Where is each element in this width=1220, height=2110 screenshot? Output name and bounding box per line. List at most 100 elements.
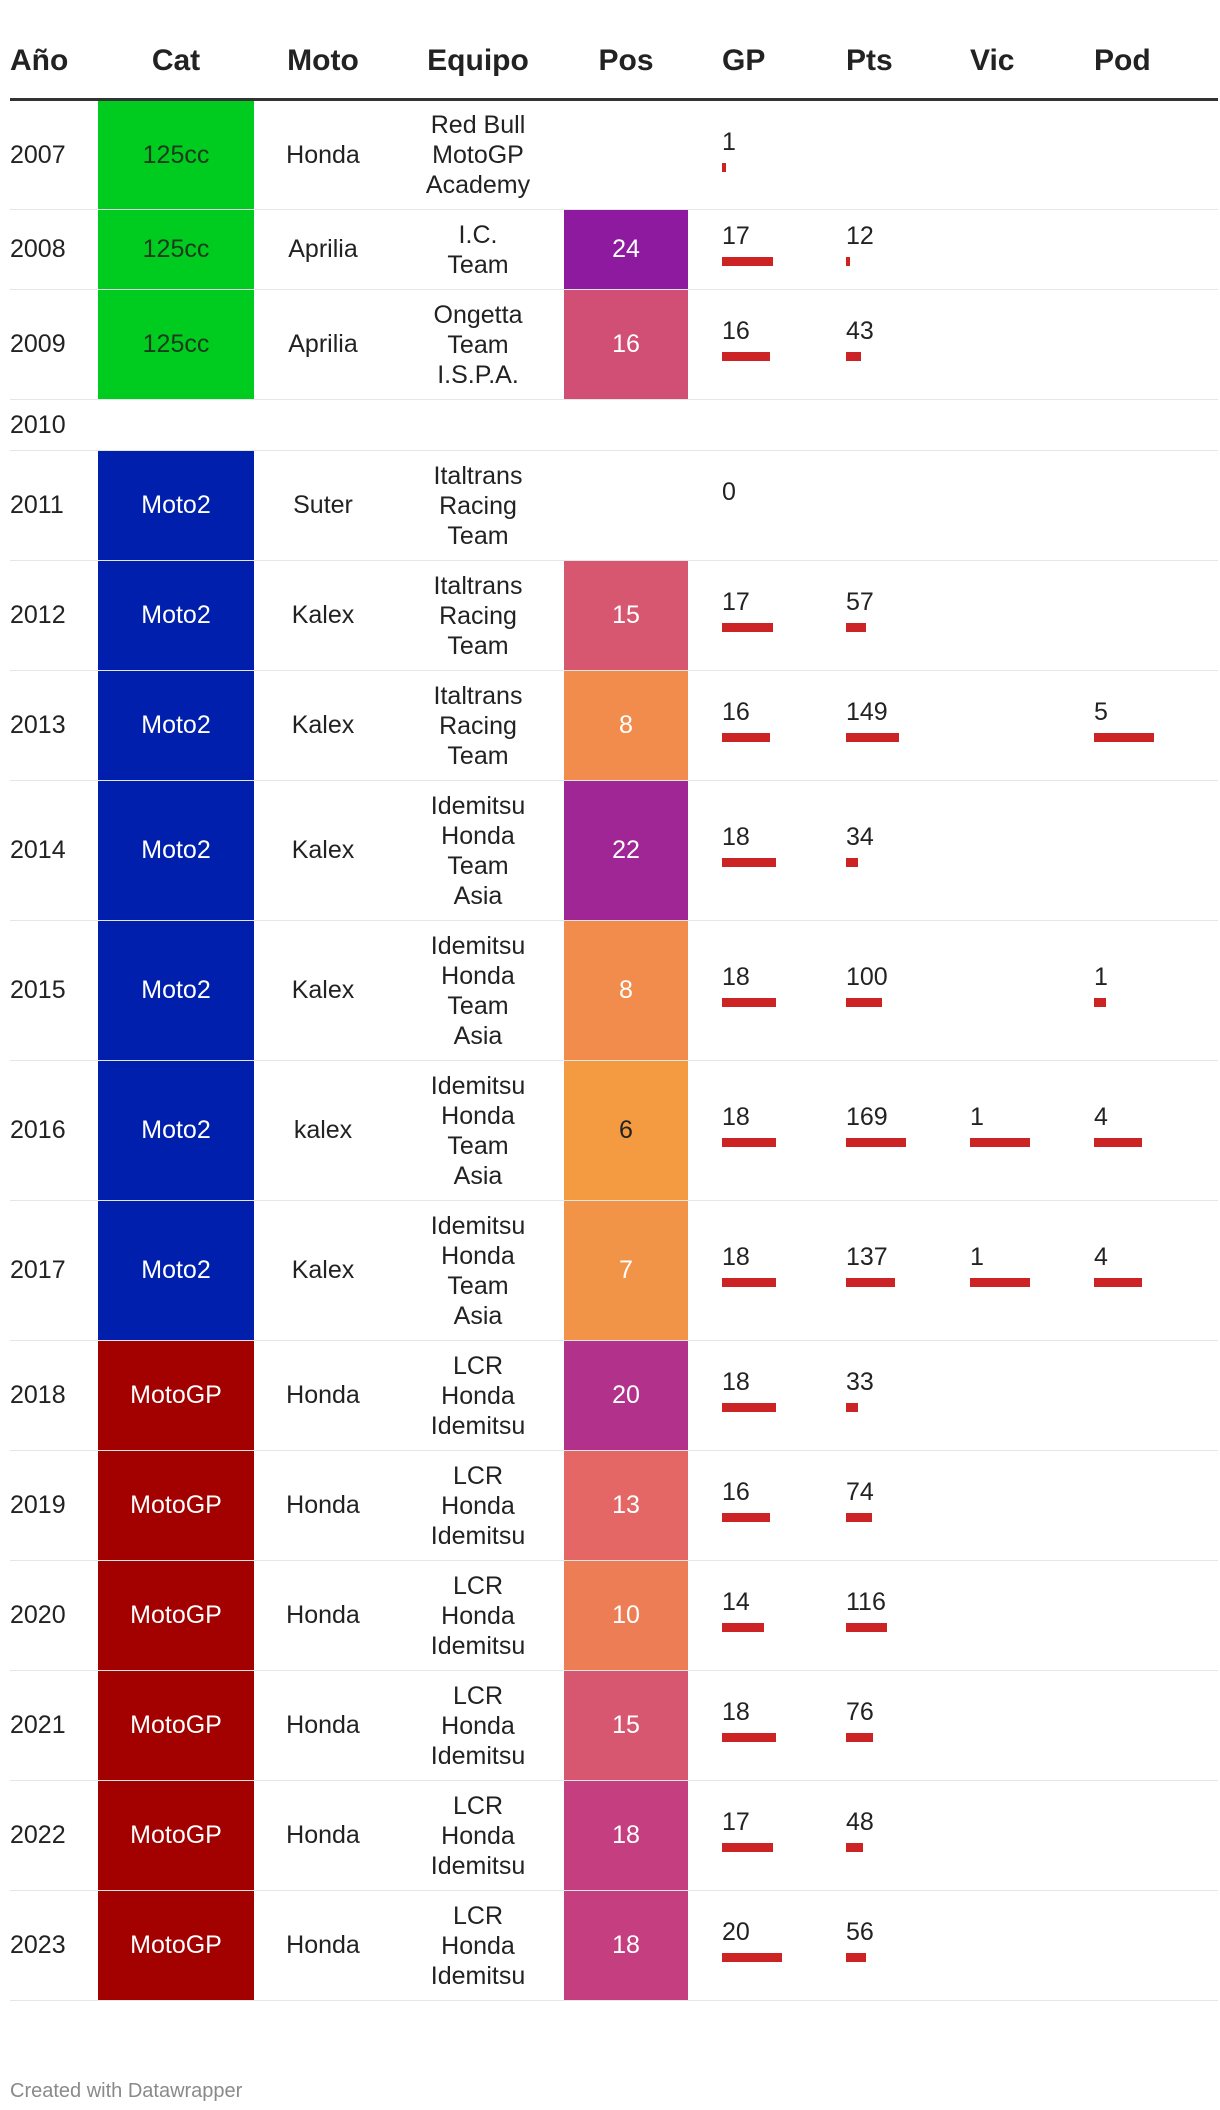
cell-wins (936, 780, 1060, 921)
cell-year: 2007 (10, 99, 98, 210)
cell-podiums (1060, 209, 1218, 290)
gp-bar (722, 1623, 764, 1632)
team-line: Team (447, 1131, 509, 1160)
pts-value: 57 (846, 588, 874, 616)
table-row[interactable]: 2017 Moto2 Kalex Idemitsu Honda Team Asia 7 18 13… (10, 1200, 1218, 1341)
cell-bike: Honda (254, 1780, 392, 1891)
team-line: Idemitsu (430, 1211, 526, 1240)
cell-grand-prix: 1 (688, 99, 812, 210)
pts-bar (846, 1843, 863, 1852)
gp-value: 18 (722, 963, 750, 991)
cell-category: MotoGP (98, 1890, 254, 2001)
gp-value: 14 (722, 1588, 750, 1616)
header-category[interactable]: Cat (98, 24, 254, 101)
cell-grand-prix: 20 (688, 1890, 812, 2001)
cell-grand-prix (688, 399, 812, 451)
team-line: Idemitsu (430, 791, 526, 820)
vic-bar (970, 1138, 1030, 1147)
cell-position: 15 (564, 1670, 688, 1781)
cell-grand-prix: 18 (688, 1670, 812, 1781)
header-grand-prix[interactable]: GP (688, 24, 812, 101)
table-row[interactable]: 2021 MotoGP Honda LCR Honda Idemitsu 15 18 76 (10, 1670, 1218, 1781)
cell-wins (936, 1780, 1060, 1891)
table-row[interactable]: 2018 MotoGP Honda LCR Honda Idemitsu 20 18 33 (10, 1340, 1218, 1451)
table-row[interactable]: 2022 MotoGP Honda LCR Honda Idemitsu 18 17 48 (10, 1780, 1218, 1891)
cell-bike: Honda (254, 1450, 392, 1561)
cell-bike: Kalex (254, 670, 392, 781)
cell-points: 137 (812, 1200, 936, 1341)
table-row[interactable]: 2011 Moto2 Suter Italtrans Racing Team 0 (10, 450, 1218, 561)
team-line: Idemitsu (430, 1741, 526, 1770)
table-row[interactable]: 2023 MotoGP Honda LCR Honda Idemitsu 18 20 56 (10, 1890, 1218, 2001)
team-line: Asia (453, 1301, 503, 1330)
pod-value: 5 (1094, 698, 1108, 726)
cell-bike: Kalex (254, 780, 392, 921)
cell-podiums: 1 (1060, 920, 1218, 1061)
gp-value: 16 (722, 1478, 750, 1506)
team-line: Idemitsu (430, 931, 526, 960)
cell-bike (254, 399, 392, 451)
cell-wins (936, 560, 1060, 671)
cell-year: 2011 (10, 450, 98, 561)
pts-bar (846, 858, 858, 867)
cell-team: Ongetta Team I.S.P.A. (392, 289, 564, 400)
cell-podiums (1060, 1560, 1218, 1671)
pod-bar (1094, 1278, 1142, 1287)
cell-points (812, 99, 936, 210)
cell-team: Italtrans Racing Team (392, 450, 564, 561)
cell-podiums (1060, 1340, 1218, 1451)
header-points[interactable]: Pts (812, 24, 936, 101)
cell-points: 149 (812, 670, 936, 781)
table-row[interactable]: 2016 Moto2 kalex Idemitsu Honda Team Asia 6 18 16… (10, 1060, 1218, 1201)
team-line: Italtrans (433, 461, 523, 490)
gp-value: 16 (722, 698, 750, 726)
cell-podiums (1060, 1780, 1218, 1891)
table-row[interactable]: 2020 MotoGP Honda LCR Honda Idemitsu 10 14 116 (10, 1560, 1218, 1671)
pts-value: 149 (846, 698, 888, 726)
header-team[interactable]: Equipo (392, 24, 564, 101)
header-position[interactable]: Pos (564, 24, 688, 101)
table-row[interactable]: 2019 MotoGP Honda LCR Honda Idemitsu 13 16 74 (10, 1450, 1218, 1561)
cell-grand-prix: 18 (688, 1060, 812, 1201)
header-wins[interactable]: Vic (936, 24, 1060, 101)
cell-position: 20 (564, 1340, 688, 1451)
cell-podiums (1060, 1670, 1218, 1781)
cell-position: 16 (564, 289, 688, 400)
pts-value: 116 (846, 1588, 886, 1616)
cell-year: 2017 (10, 1200, 98, 1341)
cell-podiums (1060, 1890, 1218, 2001)
cell-year: 2019 (10, 1450, 98, 1561)
table-row[interactable]: 2014 Moto2 Kalex Idemitsu Honda Team Asia 22 18 3… (10, 780, 1218, 921)
cell-team: LCR Honda Idemitsu (392, 1890, 564, 2001)
table-row[interactable]: 2009 125cc Aprilia Ongetta Team I.S.P.A. 16 16 4… (10, 289, 1218, 400)
table-row[interactable]: 2007 125cc Honda Red Bull MotoGP Academy 1 (10, 99, 1218, 210)
cell-category: 125cc (98, 289, 254, 400)
pts-bar (846, 1623, 887, 1632)
results-table: Año Cat Moto Equipo Pos GP Pts Vic Pod 2… (10, 24, 1218, 2001)
gp-value: 17 (722, 1808, 750, 1836)
pts-bar (846, 998, 882, 1007)
gp-bar (722, 623, 773, 632)
cell-year: 2015 (10, 920, 98, 1061)
header-podiums[interactable]: Pod (1060, 24, 1218, 101)
table-row[interactable]: 2015 Moto2 Kalex Idemitsu Honda Team Asia 8 18 10… (10, 920, 1218, 1061)
table-row[interactable]: 2012 Moto2 Kalex Italtrans Racing Team 15 17 57 (10, 560, 1218, 671)
cell-points: 57 (812, 560, 936, 671)
table-row[interactable]: 2010 (10, 399, 1218, 451)
cell-wins (936, 99, 1060, 210)
table-row[interactable]: 2013 Moto2 Kalex Italtrans Racing Team 8 16 149 5 (10, 670, 1218, 781)
header-bike[interactable]: Moto (254, 24, 392, 101)
table-row[interactable]: 2008 125cc Aprilia I.C. Team 24 17 12 (10, 209, 1218, 290)
team-line: I.S.P.A. (437, 360, 519, 389)
cell-bike: Kalex (254, 920, 392, 1061)
cell-podiums: 5 (1060, 670, 1218, 781)
team-line: Asia (453, 881, 503, 910)
cell-category: MotoGP (98, 1670, 254, 1781)
cell-category: Moto2 (98, 920, 254, 1061)
credit-footer: Created with Datawrapper (10, 2080, 243, 2102)
pts-bar (846, 623, 866, 632)
cell-position: 22 (564, 780, 688, 921)
header-year[interactable]: Año (10, 24, 98, 101)
gp-bar (722, 1403, 776, 1412)
team-line: LCR (452, 1571, 503, 1600)
